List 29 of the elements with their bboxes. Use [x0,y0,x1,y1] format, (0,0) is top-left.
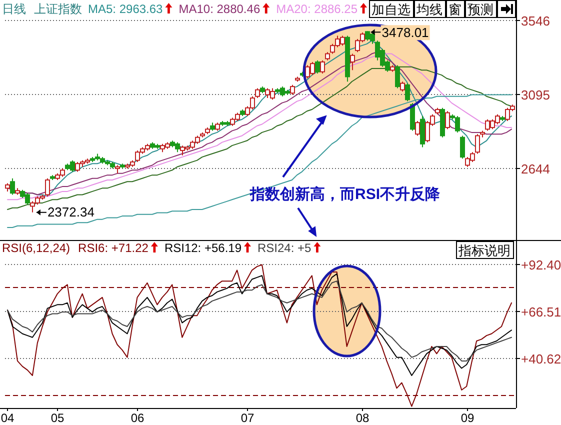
button: 窗 [446,0,465,18]
y-tick-label: 3546 [521,14,550,28]
button: 均线 [414,0,446,18]
text: RSI6: +71.22 [78,241,149,255]
x-tick-label: 04 [0,411,14,425]
chart-title: 日线 [2,2,26,16]
x-tick-label: 08 [356,411,370,425]
x-tick-label: 05 [50,411,64,425]
button: 指标说明 [456,241,514,259]
text: MA10: 2880.46 [178,2,260,16]
button: 加自选 [369,0,414,18]
y-tick-label: 3095 [521,88,550,102]
chart-subtitle: 上证指数 [34,2,82,16]
x-tick-label: 09 [460,411,474,425]
x-tick-label: 07 [240,411,254,425]
text: RSI24: +5 [258,241,312,255]
y-tick-label: +66.51 [521,304,561,320]
text: MA20: 2886.25 [276,2,358,16]
annotation: 3478.01 [382,25,429,40]
y-tick-label: +40.62 [521,352,561,366]
annotation: 2372.34 [47,204,94,220]
annotation: 指数创新高，而RSI不升反降 [248,185,441,203]
button: 预测 [465,0,497,18]
y-tick-label: 2644 [521,162,550,176]
x-tick-label: 06 [130,411,144,425]
y-tick-label: +92.40 [521,258,561,272]
chart-title: RSI(6,12,24) [2,241,70,255]
text: RSI12: +56.19 [164,241,242,255]
text: MA5: 2963.63 [88,2,164,16]
